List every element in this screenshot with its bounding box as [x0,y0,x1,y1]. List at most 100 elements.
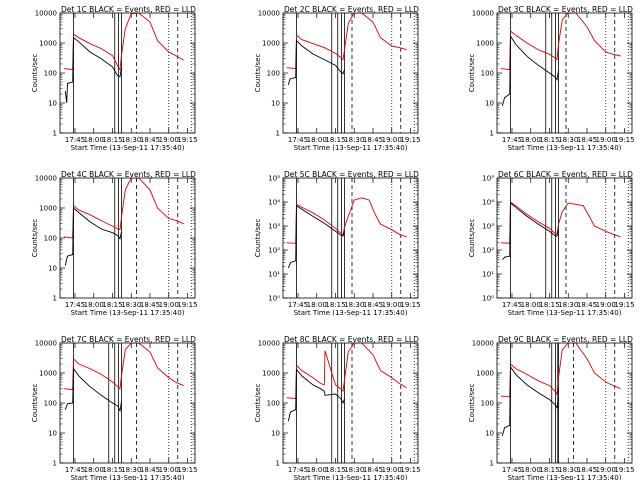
y-tick-label: 10⁰ [268,295,280,303]
x-axis-label: Start Time (13-Sep-11 17:35:40) [294,474,408,480]
x-tick-label: 19:15 [614,466,634,474]
x-tick-label: 18:30 [121,136,141,144]
x-tick-label: 19:15 [400,301,420,309]
panel-title: Det 4C BLACK = Events, RED = LLD [61,170,196,179]
series-events [287,39,345,86]
plot-frame [59,177,196,299]
x-tick-label: 18:45 [140,466,160,474]
x-tick-label: 18:15 [102,466,122,474]
x-tick-label: 19:00 [596,466,616,474]
series-events [287,368,345,422]
x-tick-label: 18:30 [344,301,364,309]
y-tick-label: 10⁵ [482,175,494,183]
plot-frame [496,12,633,134]
x-tick-label: 19:15 [614,136,634,144]
panel-data [500,13,629,133]
y-tick-label: 100 [267,400,280,408]
panel-title: Det 9C BLACK = Events, RED = LLD [498,335,633,344]
x-tick-label: 18:15 [102,136,122,144]
x-axis-label: Start Time (13-Sep-11 17:35:40) [71,309,185,317]
panel-title: Det 5C BLACK = Events, RED = LLD [284,170,419,179]
y-tick-label: 10 [485,100,494,108]
panel-title: Det 7C BLACK = Events, RED = LLD [61,335,196,344]
x-tick-label: 19:15 [400,466,420,474]
series-lld [500,343,621,398]
x-tick-label: 17:45 [288,301,308,309]
x-tick-label: 18:45 [577,136,597,144]
panel-title: Det 8C BLACK = Events, RED = LLD [284,335,419,344]
x-axis-label: Start Time (13-Sep-11 17:35:40) [508,309,622,317]
x-tick-label: 18:45 [363,466,383,474]
x-tick-label: 18:45 [140,136,160,144]
y-tick-label: 10² [268,247,280,255]
x-tick-label: 17:45 [288,136,308,144]
y-tick-label: 10000 [258,340,280,348]
x-tick-label: 19:00 [596,136,616,144]
panel-5: Det 5C BLACK = Events, RED = LLD 10⁰ 10¹ 10… [254,170,421,317]
x-tick-label: 19:15 [614,301,634,309]
panel-6: Det 6C BLACK = Events, RED = LLD 10⁰ 10¹ 10… [468,170,635,317]
y-tick-label: 10 [48,100,57,108]
series-lld [286,13,407,70]
x-tick-label: 19:15 [177,466,197,474]
x-tick-label: 18:15 [102,301,122,309]
panel-title: Det 2C BLACK = Events, RED = LLD [284,5,419,14]
x-tick-label: 18:15 [325,466,345,474]
x-axis-label: Start Time (13-Sep-11 17:35:40) [71,144,185,152]
x-tick-label: 18:00 [307,466,327,474]
x-tick-label: 18:00 [307,136,327,144]
x-tick-label: 18:00 [84,301,104,309]
y-axis-label: Counts/sec [254,219,262,258]
panel-9: Det 9C BLACK = Events, RED = LLD 1 10 100 10… [468,335,635,480]
panel-title: Det 6C BLACK = Events, RED = LLD [498,170,633,179]
x-tick-label: 19:00 [596,301,616,309]
x-axis-label: Start Time (13-Sep-11 17:35:40) [508,144,622,152]
x-tick-label: 19:00 [382,136,402,144]
x-tick-label: 18:30 [344,466,364,474]
panel-data [286,13,415,133]
y-axis-label: Counts/sec [468,384,476,423]
y-tick-label: 100 [44,70,57,78]
y-tick-label: 10000 [35,175,57,183]
x-tick-label: 19:00 [159,466,179,474]
plot-frame [282,342,419,464]
y-axis-label: Counts/sec [31,219,39,258]
panel-data [286,343,415,463]
y-tick-label: 1000 [262,40,280,48]
series-events [287,204,345,269]
y-tick-label: 10 [271,100,280,108]
y-axis-label: Counts/sec [254,384,262,423]
x-tick-label: 18:30 [558,301,578,309]
panel-title: Det 3C BLACK = Events, RED = LLD [498,5,633,14]
y-tick-label: 1 [490,460,494,468]
series-lld [500,201,621,244]
y-tick-label: 1 [53,130,57,138]
plot-frame [282,177,419,299]
x-tick-label: 18:30 [121,466,141,474]
x-tick-label: 17:45 [65,466,85,474]
panel-8: Det 8C BLACK = Events, RED = LLD 1 10 100 10… [254,335,421,480]
x-tick-label: 18:45 [140,301,160,309]
x-tick-label: 17:45 [502,136,522,144]
y-tick-label: 10¹ [482,271,494,279]
panel-data [500,343,629,463]
x-tick-label: 17:45 [65,136,85,144]
series-events [501,365,559,437]
x-tick-label: 18:15 [325,301,345,309]
series-events [64,36,122,104]
x-tick-label: 18:00 [521,301,541,309]
panel-3: Det 3C BLACK = Events, RED = LLD 1 10 100 10… [468,5,635,152]
series-lld [500,13,621,71]
y-tick-label: 10000 [35,340,57,348]
y-tick-label: 10000 [472,10,494,18]
x-tick-label: 18:00 [307,301,327,309]
panel-1: Det 1C BLACK = Events, RED = LLD 1 10 100 10… [31,5,198,152]
y-axis-label: Counts/sec [468,54,476,93]
y-tick-label: 100 [267,70,280,78]
y-tick-label: 10¹ [268,271,280,279]
x-tick-label: 17:45 [502,301,522,309]
series-lld [63,13,184,71]
plot-frame [59,342,196,464]
x-tick-label: 18:45 [577,466,597,474]
x-tick-label: 19:15 [177,136,197,144]
